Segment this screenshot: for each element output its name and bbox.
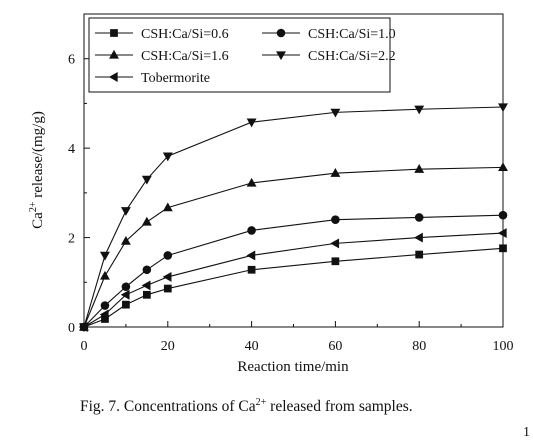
data-point (162, 202, 173, 212)
series-5 (78, 228, 507, 332)
y-axis: 0 2 4 6 (68, 53, 90, 336)
data-point (246, 250, 256, 261)
legend-marker (109, 49, 119, 59)
series-2 (79, 210, 508, 332)
data-point (120, 289, 130, 300)
data-point (247, 265, 256, 274)
y-tick-label: 6 (68, 53, 75, 68)
x-axis: 0 20 40 60 80 100 (81, 321, 514, 354)
figure-caption: Fig. 7. Concentrations of Ca2+ released … (80, 397, 413, 416)
data-point (499, 244, 507, 253)
data-point (162, 271, 172, 282)
data-point (414, 105, 425, 115)
data-point (121, 282, 131, 292)
data-point (330, 238, 340, 249)
data-point (100, 301, 110, 310)
series-3 (79, 162, 508, 331)
x-axis-label: Reaction time/min (237, 359, 349, 375)
x-tick-label: 60 (328, 339, 342, 354)
data-point (330, 168, 341, 177)
legend-marker (276, 51, 286, 61)
page-number: 1 (523, 425, 530, 440)
legend-marker (276, 28, 286, 38)
legend-entry: CSH:Ca/Si=1.6 (95, 49, 229, 64)
data-point (163, 284, 172, 293)
data-point (163, 251, 173, 260)
x-tick-label: 100 (493, 339, 514, 354)
data-point (120, 207, 131, 216)
data-point (141, 280, 151, 291)
y-tick-label: 2 (68, 232, 75, 247)
legend-entry: CSH:Ca/Si=1.0 (262, 27, 396, 42)
series-1 (80, 244, 507, 331)
chart: 0 20 40 60 80 100 0 2 4 6 Reaction time/min Ca2+… (28, 13, 514, 375)
legend-box (88, 17, 391, 93)
y-axis-label: Ca2+ release/(mg/g) (28, 111, 46, 229)
x-tick-label: 0 (81, 339, 88, 354)
y-tick-label: 0 (68, 321, 75, 336)
data-point (142, 290, 151, 299)
legend-label: Tobermorite (141, 71, 210, 86)
legend-entry: CSH:Ca/Si=0.6 (95, 27, 229, 42)
data-point (120, 235, 131, 245)
series-line (83, 166, 504, 328)
data-point (415, 250, 424, 259)
series-line (83, 232, 504, 328)
data-point (78, 322, 88, 332)
data-point (142, 265, 152, 275)
data-point (246, 177, 257, 187)
data-point (498, 103, 508, 113)
data-point (498, 210, 508, 220)
data-point (247, 226, 256, 235)
legend-marker (110, 29, 118, 37)
data-point (141, 216, 152, 226)
data-point (122, 300, 130, 309)
data-point (414, 163, 425, 173)
y-tick-label: 4 (68, 142, 75, 157)
legend: CSH:Ca/Si=0.6 CSH:Ca/Si=1.0 CSH:Ca/Si=1.6 C… (88, 17, 396, 93)
data-point (331, 215, 340, 224)
data-point (414, 232, 423, 243)
legend-label: CSH:Ca/Si=0.6 (141, 27, 229, 42)
x-tick-label: 80 (412, 339, 426, 354)
legend-entry: Tobermorite (95, 71, 210, 86)
data-point (101, 315, 109, 323)
data-point (162, 152, 173, 162)
data-point (99, 309, 109, 320)
data-point (497, 228, 507, 239)
data-point (331, 257, 340, 266)
series-layer (78, 103, 508, 333)
data-point (498, 162, 508, 172)
data-point (246, 118, 257, 128)
data-point (100, 270, 110, 280)
legend-marker (108, 72, 118, 82)
data-point (330, 108, 341, 118)
data-point (414, 213, 424, 222)
legend-label: CSH:Ca/Si=2.2 (308, 49, 396, 64)
legend-entry: CSH:Ca/Si=2.2 (262, 49, 396, 64)
legend-label: CSH:Ca/Si=1.0 (308, 27, 396, 42)
data-point (141, 175, 152, 185)
x-tick-label: 20 (161, 339, 175, 354)
data-point (100, 251, 110, 261)
legend-label: CSH:Ca/Si=1.6 (141, 49, 229, 64)
x-tick-label: 40 (245, 339, 259, 354)
